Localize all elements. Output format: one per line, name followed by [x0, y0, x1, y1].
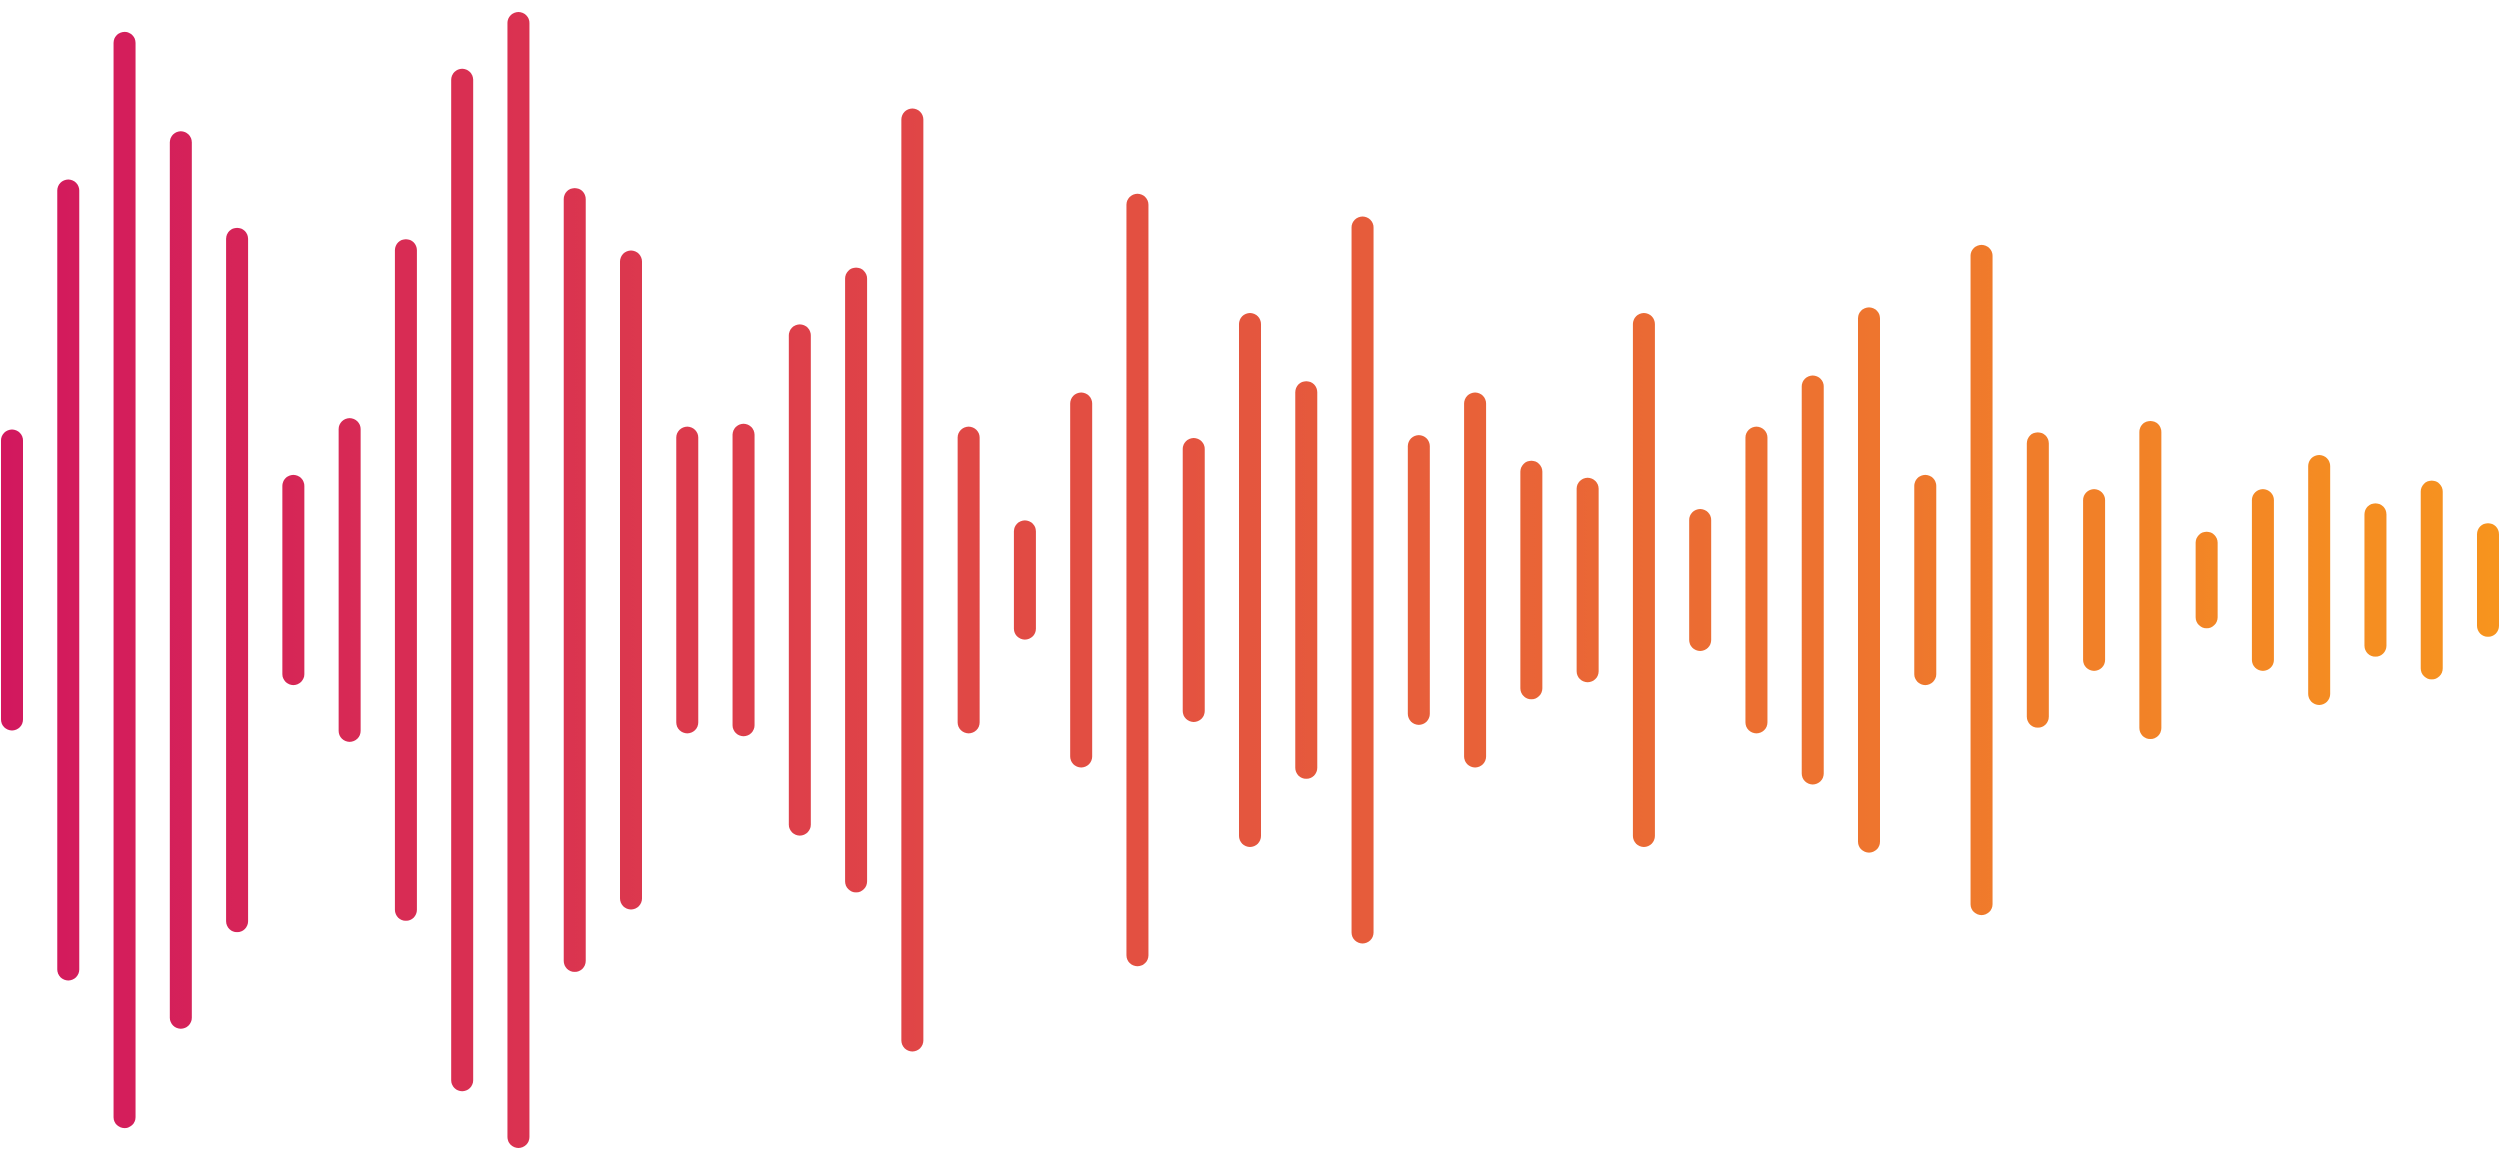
waveform-bar: [1464, 392, 1487, 768]
waveform-bar: [1070, 392, 1093, 768]
waveform-bar: [1, 429, 23, 731]
waveform-bar: [1013, 520, 1036, 640]
waveform-bar: [1970, 244, 1993, 916]
waveform-bar: [282, 474, 305, 686]
waveform-bar: [732, 423, 755, 737]
waveform-bar: [1126, 193, 1149, 967]
waveform-bar: [2139, 420, 2162, 740]
waveform-bar: [1689, 509, 1712, 651]
waveform-bar: [2026, 432, 2049, 728]
waveform-bar: [563, 188, 586, 972]
waveform-bars: [1, 12, 2499, 1148]
waveform-bar: [1745, 426, 1768, 734]
waveform-bar: [2195, 531, 2218, 629]
waveform-bar: [2251, 489, 2274, 671]
waveform-bar: [2308, 455, 2331, 705]
waveform-bar: [2364, 503, 2387, 657]
waveform-bar: [2477, 523, 2499, 637]
waveform-bar: [169, 131, 192, 1029]
waveform-bar: [901, 108, 924, 1052]
waveform-bar: [113, 31, 136, 1129]
waveform-bar: [338, 418, 361, 742]
waveform-bar: [2420, 480, 2443, 680]
waveform-bar: [845, 267, 868, 893]
waveform-bar: [1351, 216, 1374, 944]
waveform-bar: [1239, 313, 1261, 847]
waveform-bar: [451, 68, 474, 1092]
waveform-bar: [1295, 381, 1318, 779]
waveform-bar: [1801, 375, 1824, 785]
waveform-bar: [788, 324, 811, 836]
waveform-bar: [394, 239, 417, 921]
waveform-bar: [507, 12, 530, 1148]
waveform-bar: [1914, 474, 1937, 686]
waveform-bar: [1858, 307, 1880, 853]
waveform-bar: [1520, 460, 1543, 700]
waveform-bar: [2083, 489, 2106, 671]
waveform-bar: [1182, 438, 1205, 722]
waveform-bar: [620, 250, 642, 910]
waveform-bar: [1632, 313, 1655, 847]
waveform-bar: [226, 227, 249, 933]
waveform-bar: [676, 426, 699, 734]
waveform-bar: [1407, 435, 1430, 725]
waveform-bar: [1576, 477, 1599, 683]
waveform-bar: [957, 426, 980, 734]
waveform-bar: [57, 179, 80, 981]
